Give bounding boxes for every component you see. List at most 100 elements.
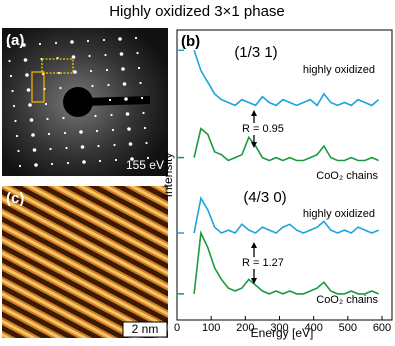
spectrum-line — [193, 127, 379, 162]
unit-cell-marker — [31, 71, 45, 103]
leed-spot — [11, 89, 14, 93]
leed-spot — [89, 69, 93, 73]
leed-spot — [145, 141, 148, 145]
beam-stop-arm — [85, 96, 150, 106]
leed-spot — [139, 81, 142, 85]
leed-spot — [66, 161, 70, 165]
leed-spot — [15, 134, 19, 138]
leed-spot — [128, 142, 133, 146]
leed-spot — [124, 97, 128, 101]
leed-spot — [134, 36, 138, 40]
plot-frame — [176, 29, 393, 321]
leed-spot — [63, 131, 67, 135]
leed-spot — [107, 83, 110, 87]
unit-cell-marker — [41, 58, 74, 74]
leed-spot — [44, 102, 48, 106]
leed-panel: (a) 155 eV — [2, 28, 168, 176]
panel-label: (b) — [181, 33, 200, 50]
x-axis-label: Energy [eV] — [251, 326, 314, 340]
leed-spot — [97, 144, 100, 148]
energy-label: 155 eV — [126, 158, 164, 172]
annotation: highly oxidized — [303, 208, 375, 220]
leed-spot — [127, 127, 131, 131]
leed-spot — [137, 66, 141, 70]
leed-spot — [136, 51, 139, 55]
leed-spot — [12, 104, 16, 108]
leed-spot — [23, 58, 28, 62]
leed-spot — [111, 128, 115, 132]
leed-spot — [18, 164, 22, 168]
leed-spot — [70, 40, 74, 44]
leed-spot — [95, 129, 99, 133]
leed-spot — [88, 54, 91, 58]
leed-spot — [146, 156, 150, 160]
annotation: (4/3 0) — [243, 189, 286, 206]
leed-spot — [29, 118, 34, 122]
annotation: (1/3 1) — [234, 44, 277, 61]
leed-spot — [47, 132, 51, 136]
stm-panel: (c) 2 nm — [2, 186, 168, 338]
panel-label: (c) — [6, 190, 24, 207]
arrow-head — [251, 110, 257, 116]
panel-label: (a) — [6, 32, 24, 49]
x-tick-label: 200 — [236, 322, 254, 334]
leed-spot — [142, 111, 145, 115]
leed-spot — [54, 41, 58, 45]
leed-spot — [22, 43, 26, 47]
leed-spot — [6, 44, 10, 48]
spectrum-line — [193, 230, 379, 295]
annotation: CoO₂ chains — [316, 170, 378, 182]
leed-spot — [82, 160, 86, 164]
y-axis-label: Intensity — [161, 153, 175, 198]
spectra-panel: (b) Intensity Energy [eV] 0 100 200 300 400 5… — [161, 29, 393, 340]
beam-stop — [63, 87, 93, 117]
leed-spot — [113, 143, 116, 147]
x-tick-label: 300 — [270, 322, 288, 334]
leed-spot — [125, 112, 130, 116]
x-tick-label: 0 — [174, 322, 180, 334]
spectrum-line — [193, 195, 379, 234]
scale-label: 2 nm — [132, 322, 159, 336]
leed-spot — [118, 37, 122, 41]
leed-spot — [130, 157, 134, 161]
annotation: R = 1.27 — [242, 257, 284, 269]
figure-title: Highly oxidized 3×1 phase — [109, 3, 285, 20]
leed-spot — [91, 84, 94, 88]
leed-spot — [46, 117, 49, 121]
arrow-head — [251, 278, 257, 284]
leed-spot — [102, 38, 106, 42]
leed-spot — [28, 103, 32, 107]
leed-spot — [32, 148, 37, 152]
leed-spot — [9, 74, 13, 78]
leed-spot — [8, 59, 11, 63]
arrow-head — [251, 142, 257, 148]
leed-spot — [108, 98, 112, 102]
leed-spot — [26, 88, 31, 92]
stm-image — [2, 186, 168, 338]
leed-spot — [62, 116, 65, 120]
leed-spot — [104, 53, 107, 57]
arrow-head — [251, 242, 257, 248]
leed-spot — [38, 42, 42, 46]
leed-spot — [80, 145, 85, 149]
leed-spot — [110, 113, 113, 117]
leed-spot — [43, 87, 46, 91]
leed-spot — [79, 130, 83, 134]
x-tick-label: 600 — [373, 322, 391, 334]
leed-spot — [122, 82, 127, 86]
leed-spot — [31, 133, 35, 137]
leed-spot — [34, 163, 38, 167]
x-tick-label: 400 — [304, 322, 322, 334]
leed-spot — [121, 67, 125, 71]
leed-spot — [14, 119, 17, 123]
leed-spot — [65, 146, 68, 150]
annotation: CoO₂ chains — [316, 294, 378, 306]
annotation: highly oxidized — [303, 64, 375, 76]
annotation: R = 0.95 — [242, 123, 284, 135]
spectrum-line — [193, 50, 380, 107]
leed-spot — [50, 162, 54, 166]
leed-spot — [59, 86, 62, 90]
leed-spot — [73, 70, 77, 74]
